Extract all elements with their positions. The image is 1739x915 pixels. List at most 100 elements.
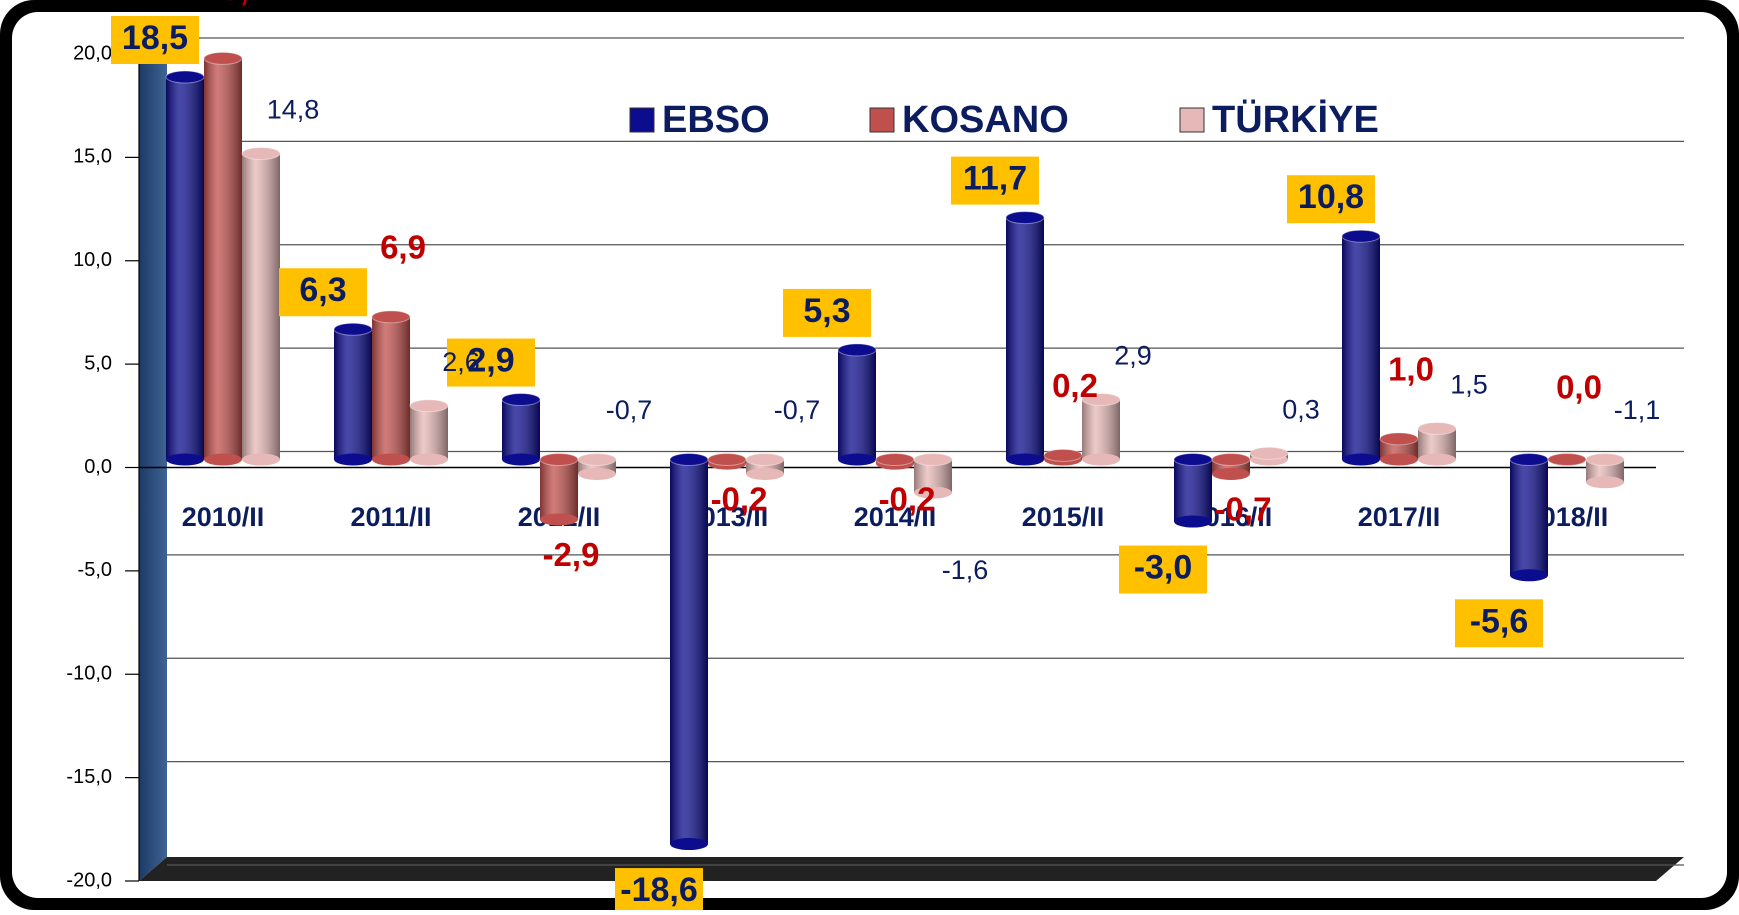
bar-cap (837, 343, 877, 357)
bar (875, 453, 915, 470)
bar-shade (1006, 217, 1044, 460)
bar-base (334, 453, 372, 466)
floor (139, 857, 1684, 881)
data-label: 2,9 (467, 342, 514, 380)
bar-base (1510, 569, 1548, 582)
bar (1211, 453, 1251, 480)
bar-cap (875, 453, 915, 466)
legend-label: TÜRKİYE (1212, 98, 1379, 141)
x-tick-label: 2014/II (854, 502, 937, 532)
bar-base (242, 453, 280, 466)
bar (1417, 421, 1457, 466)
bar (913, 453, 953, 499)
bar-cap (707, 453, 747, 466)
bar-shade (1174, 459, 1212, 522)
bar-base (1342, 453, 1380, 466)
bar-shade (166, 77, 204, 460)
data-label: -0,7 (606, 395, 653, 425)
bar (577, 453, 617, 480)
bar-base (1082, 453, 1120, 466)
bar (1043, 448, 1083, 466)
bar-shade (204, 58, 242, 460)
bar-cap (1043, 448, 1083, 462)
bar-shade (502, 399, 540, 460)
data-label: -2,9 (543, 536, 600, 573)
y-tick-label: -5,0 (78, 559, 112, 581)
bar-base (1212, 467, 1250, 480)
data-label: -0,7 (774, 395, 821, 425)
label-box (279, 268, 367, 317)
bar-cap (501, 393, 541, 407)
y-tick-label: -20,0 (66, 869, 112, 891)
data-label: -0,7 (1215, 491, 1272, 528)
bar-cap (1547, 453, 1587, 466)
bar-cap (669, 453, 709, 466)
label-box (1287, 175, 1375, 224)
bar-shade (838, 349, 876, 460)
bar-cap (203, 51, 243, 65)
side-wall (139, 38, 167, 881)
bar (1341, 229, 1381, 466)
bar (1379, 432, 1419, 466)
bar-cap (1005, 211, 1045, 225)
data-label: 5,3 (803, 292, 850, 330)
bar-shade (334, 329, 372, 460)
data-label: 11,7 (963, 160, 1027, 198)
bar-cap (241, 147, 281, 161)
y-tick-label: 5,0 (84, 352, 112, 374)
data-label: -0,2 (879, 480, 936, 517)
bar-cap (1379, 432, 1419, 446)
bar-shade (1342, 236, 1380, 460)
legend-label: KOSANO (902, 99, 1069, 141)
data-label: -3,0 (1134, 549, 1193, 587)
bar (745, 453, 785, 480)
bar-cap (913, 453, 953, 466)
bar (241, 147, 281, 466)
data-label: -18,6 (620, 871, 698, 909)
bar (1081, 393, 1121, 466)
label-box (111, 16, 199, 65)
bar (203, 51, 243, 466)
data-label: 6,3 (299, 271, 346, 309)
data-label: 2,6 (442, 347, 480, 377)
bar-base (204, 453, 242, 466)
bar (333, 322, 373, 466)
bar-shade (372, 316, 410, 460)
bar-base (914, 486, 952, 499)
label-box (447, 338, 535, 387)
bar (165, 70, 205, 466)
bar-cap (165, 70, 205, 84)
bar-cap (1341, 229, 1381, 243)
data-label: 2,9 (1114, 341, 1152, 371)
x-tick-label: 2015/II (1022, 502, 1105, 532)
data-label: -1,1 (1614, 395, 1661, 425)
bar (409, 399, 449, 466)
label-box (783, 288, 871, 337)
data-label: 1,0 (1388, 351, 1434, 388)
bar-cap (577, 453, 617, 466)
data-label: 14,8 (267, 95, 320, 125)
bar-base (838, 453, 876, 466)
data-label: -0,2 (711, 480, 768, 517)
bar-base (1586, 476, 1624, 489)
data-label: 1,5 (1450, 370, 1488, 400)
bar (371, 310, 411, 466)
plot-area: -20,0 -15,0 -10,0 -5,0 0,0 5,0 10,0 15,0 20,0 201… (66, 0, 1684, 915)
bar-base (1174, 515, 1212, 528)
bar-cap (409, 399, 449, 413)
y-tick-label: 10,0 (73, 249, 112, 271)
bar-base (1418, 453, 1456, 466)
bar-cap (1211, 453, 1251, 466)
data-label: 0,3 (1282, 394, 1320, 424)
legend-swatch (629, 107, 655, 133)
data-label: 19,4 (203, 0, 268, 7)
bar (669, 453, 709, 851)
bar (837, 343, 877, 466)
bar-shade (670, 459, 708, 845)
bar (707, 453, 747, 470)
bar-cap (745, 453, 785, 466)
data-label: -1,6 (942, 555, 989, 585)
bar-base (410, 453, 448, 466)
bar-shade (1082, 399, 1120, 460)
